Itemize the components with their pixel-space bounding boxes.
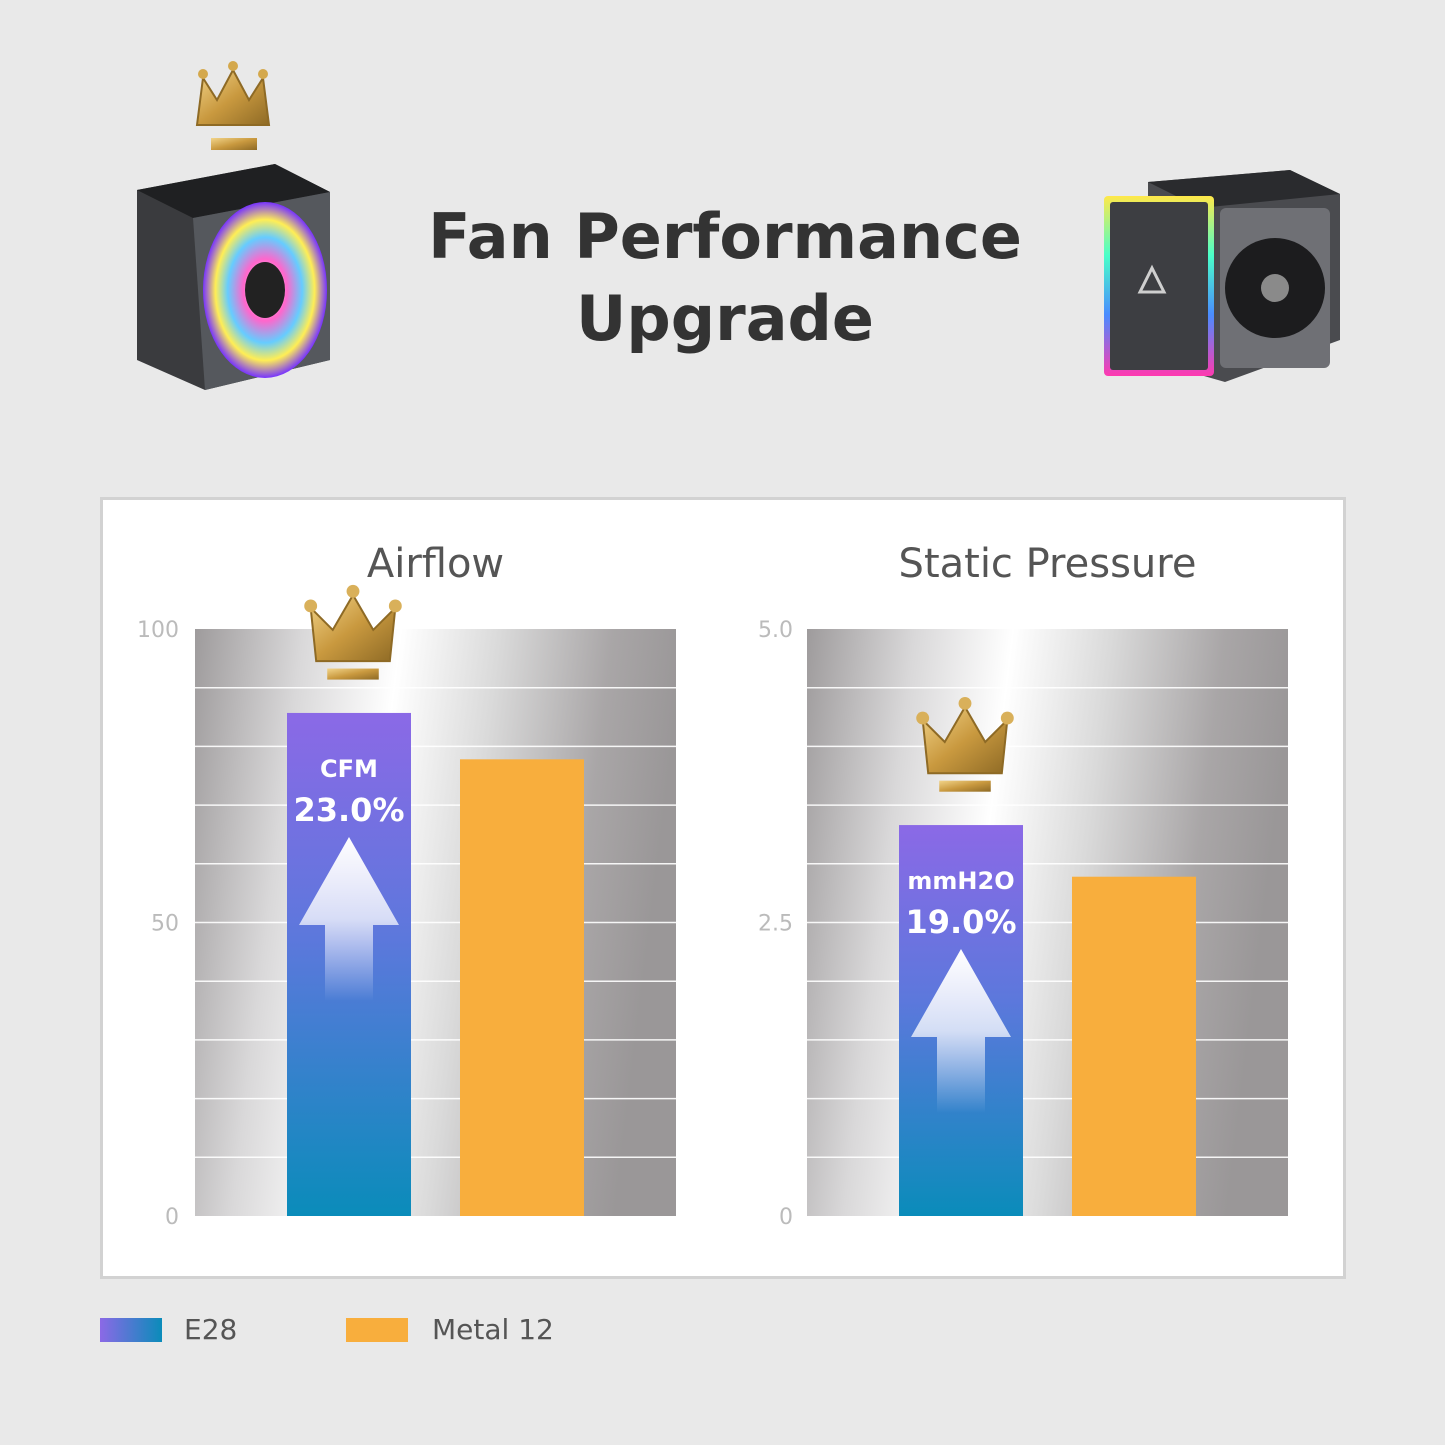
bar-0-metal12: [460, 759, 584, 1216]
crown-icon-0: [304, 584, 402, 680]
ytick-label-0-1: 50: [151, 912, 179, 937]
ytick-label-0-2: 100: [137, 618, 179, 643]
page-title: Fan Performance Upgrade: [370, 196, 1080, 360]
bar-charts: Airflow 0 50 100 CFM 23.0% Static Pressure 0 2.5…: [137, 541, 1288, 1230]
dual-tower-cooler-image: [1104, 170, 1340, 382]
chart-title-0: Airflow: [367, 541, 504, 587]
bar-unit-label-1: mmH2O: [907, 867, 1014, 895]
title-line-1: Fan Performance: [428, 200, 1022, 273]
ytick-label-1-2: 5.0: [758, 618, 793, 643]
chart-panel: Airflow 0 50 100 CFM 23.0% Static Pressure 0 2.5…: [100, 497, 1346, 1279]
legend-label-e28: E28: [184, 1313, 238, 1346]
up-arrow-icon-1: [911, 949, 1011, 1114]
bar-increase-label-0: 23.0%: [293, 791, 404, 829]
legend-label-metal12: Metal 12: [432, 1313, 554, 1346]
up-arrow-icon-0: [299, 836, 399, 1001]
bar-increase-label-1: 19.0%: [905, 903, 1016, 941]
bar-unit-label-0: CFM: [320, 755, 378, 783]
tower-cooler-rgb-fan-image: [137, 61, 330, 390]
legend-item-e28: E28: [100, 1313, 280, 1346]
ytick-label-1-0: 0: [779, 1205, 793, 1230]
ytick-label-1-1: 2.5: [758, 912, 793, 937]
crown-icon: [195, 61, 271, 150]
chart-title-1: Static Pressure: [899, 541, 1197, 587]
legend-swatch-metal12: [346, 1318, 408, 1342]
legend-item-metal12: Metal 12: [346, 1313, 606, 1346]
crown-icon-1: [916, 696, 1014, 792]
title-line-2: Upgrade: [576, 282, 874, 355]
ytick-label-0-0: 0: [165, 1205, 179, 1230]
bar-1-metal12: [1072, 876, 1196, 1216]
legend-swatch-e28: [100, 1318, 162, 1342]
